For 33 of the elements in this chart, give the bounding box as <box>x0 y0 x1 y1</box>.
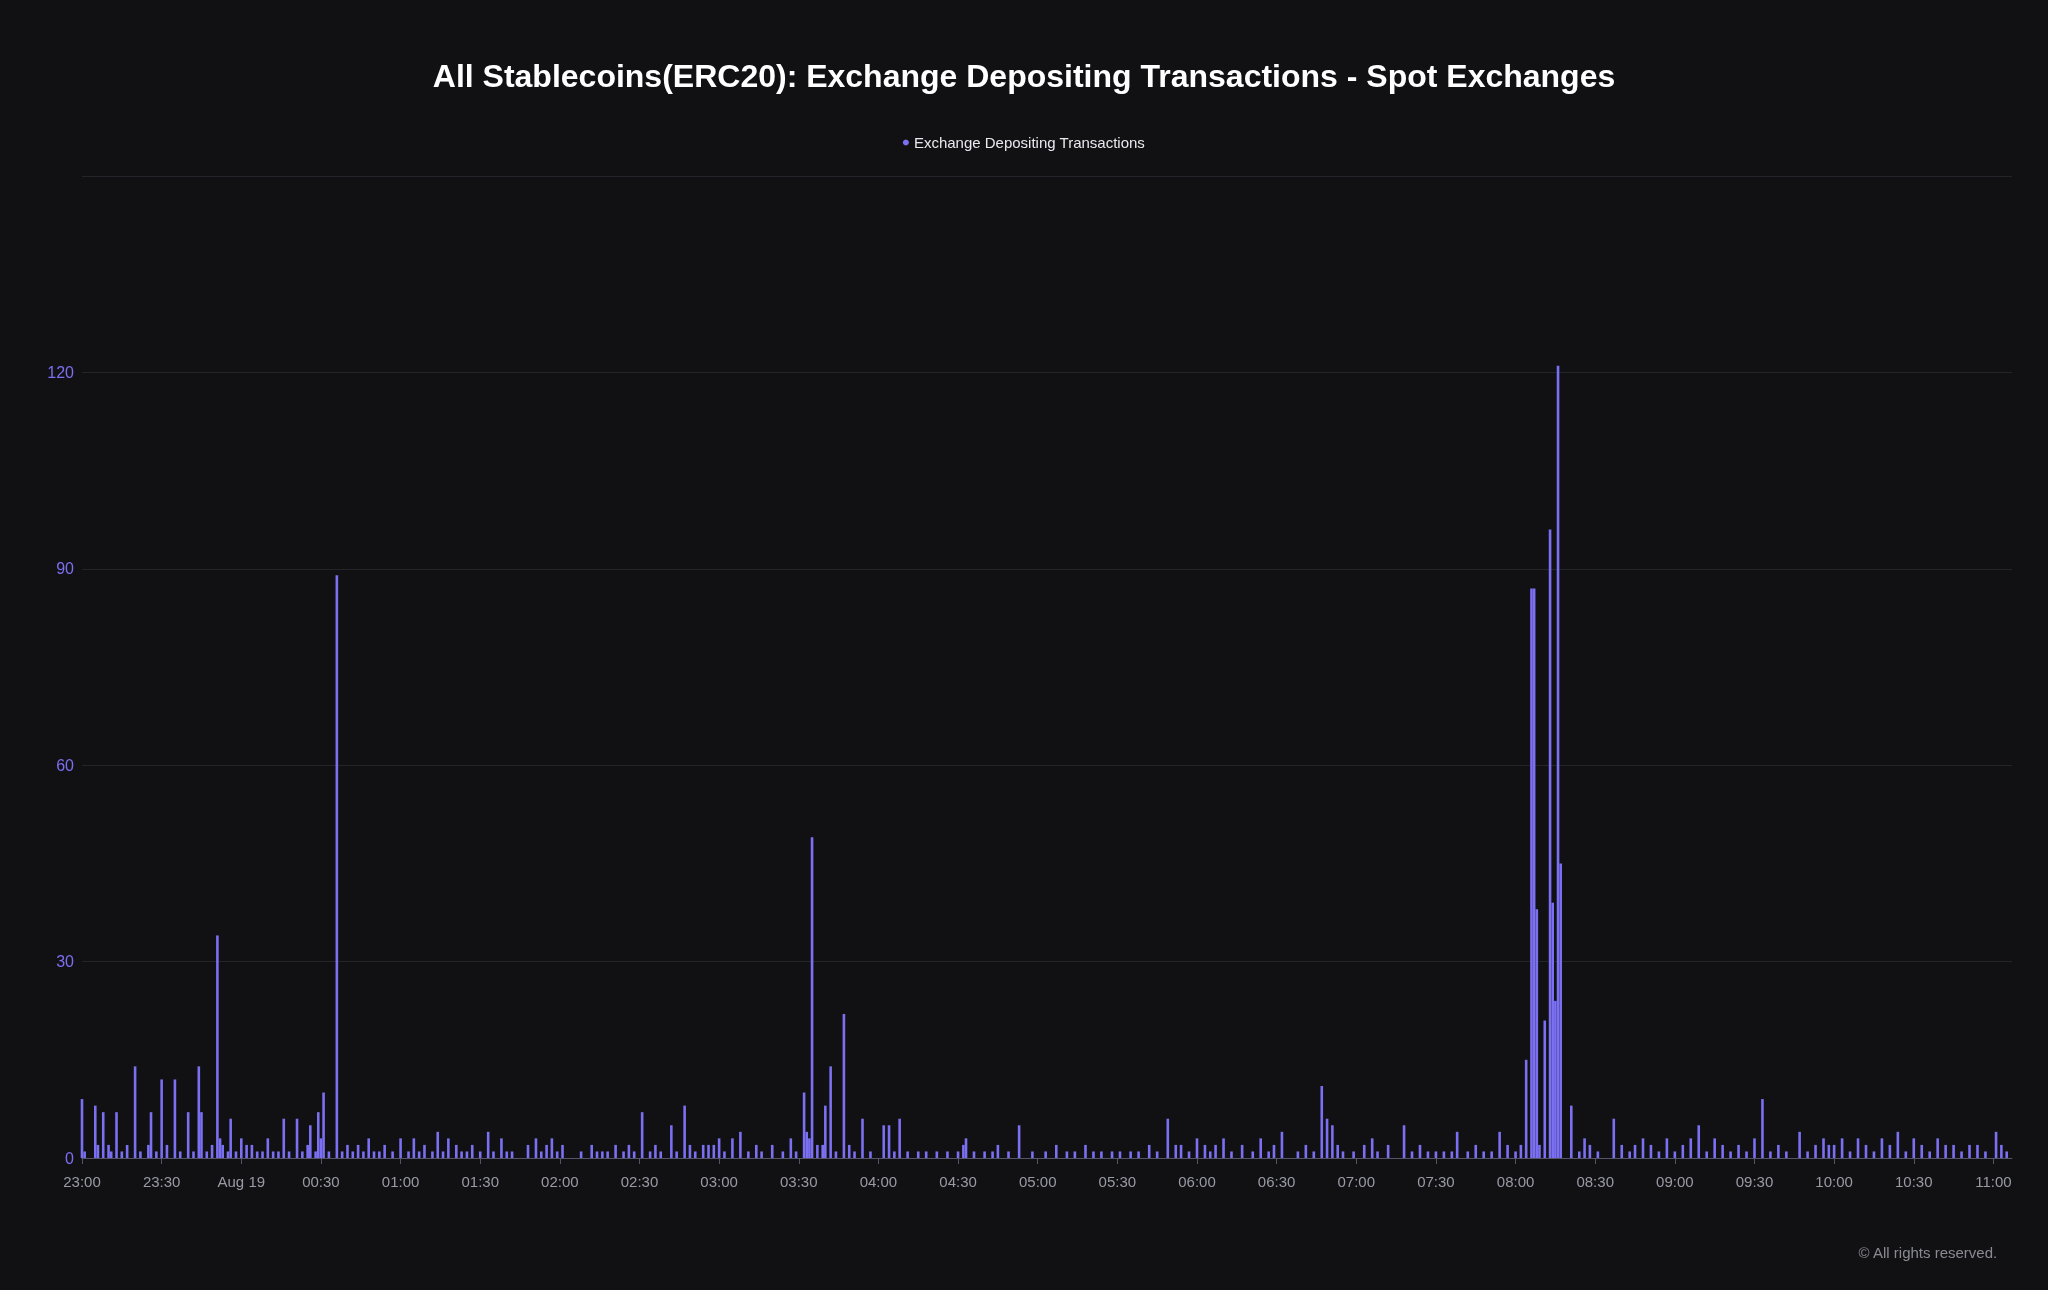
x-tick-label: 03:00 <box>700 1173 738 1190</box>
y-tick-label: 60 <box>56 756 75 774</box>
x-tick-label: 02:30 <box>620 1173 659 1190</box>
x-tick-label: 05:30 <box>1098 1173 1137 1190</box>
text: © All rights reserved. <box>1858 1244 1998 1261</box>
x-tick-label: 02:00 <box>541 1173 579 1190</box>
y-tick-label: 0 <box>65 1149 75 1167</box>
y-tick-label: 30 <box>56 953 75 971</box>
x-tick-label: 09:00 <box>1656 1173 1694 1190</box>
x-tick-label: 06:30 <box>1257 1173 1296 1190</box>
x-tick-label: 06:00 <box>1178 1173 1216 1190</box>
y-tick-label: 90 <box>56 560 75 578</box>
x-tick-label: 08:30 <box>1576 1173 1614 1190</box>
x-tick-label: 04:30 <box>939 1173 977 1190</box>
x-tick-label: 07:00 <box>1337 1173 1376 1190</box>
x-tick-label: 04:00 <box>859 1173 898 1190</box>
x-tick-label: 23:00 <box>63 1173 101 1190</box>
x-tick-label: 08:00 <box>1496 1173 1535 1190</box>
y-tick-label: 120 <box>47 363 75 381</box>
x-tick-label: 01:30 <box>461 1173 499 1190</box>
x-tick-label: 10:00 <box>1815 1173 1853 1190</box>
x-tick-label: 23:30 <box>142 1173 181 1190</box>
x-tick-label: 07:30 <box>1417 1173 1455 1190</box>
chart-title: All Stablecoins(ERC20): Exchange Depositing Transactions - Spot Exchanges <box>432 58 1616 94</box>
x-tick-label: 01:00 <box>381 1173 420 1190</box>
x-tick-label: 00:30 <box>302 1173 340 1190</box>
x-tick-label: 09:30 <box>1735 1173 1774 1190</box>
x-tick-label: 03:30 <box>780 1173 818 1190</box>
x-tick-label: 11:00 <box>1975 1173 2012 1190</box>
x-tick-label: Aug 19 <box>217 1173 266 1190</box>
x-tick-label: 10:30 <box>1895 1173 1933 1190</box>
x-tick-label: 05:00 <box>1018 1173 1057 1190</box>
legend-label: Exchange Depositing Transactions <box>913 134 1145 151</box>
